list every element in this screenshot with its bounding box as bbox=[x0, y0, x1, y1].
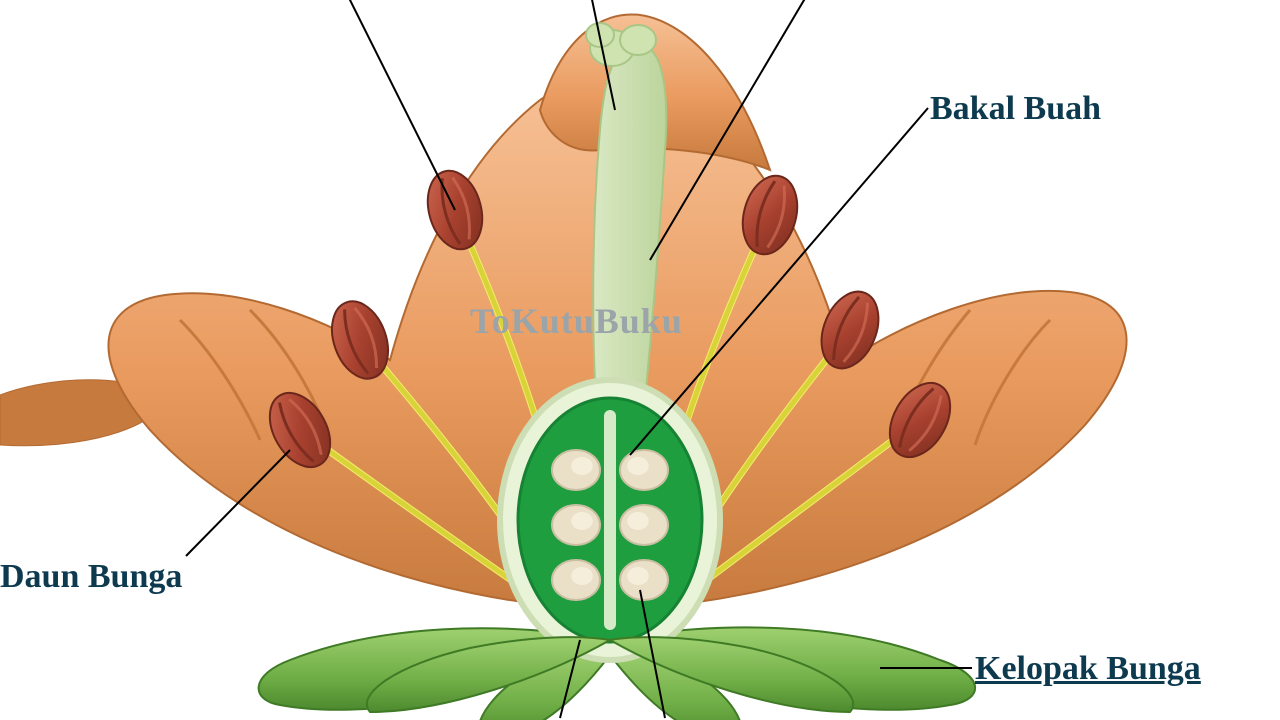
label-kelopak-bunga: Kelopak Bunga bbox=[975, 650, 1201, 688]
diagram-stage: ToKutuBuku Bakal Buah Daun Bunga Kelopak… bbox=[0, 0, 1280, 720]
label-daun-bunga: Daun Bunga bbox=[0, 558, 182, 596]
watermark-text: ToKutuBuku bbox=[470, 300, 683, 342]
label-bakal-buah: Bakal Buah bbox=[930, 90, 1101, 128]
